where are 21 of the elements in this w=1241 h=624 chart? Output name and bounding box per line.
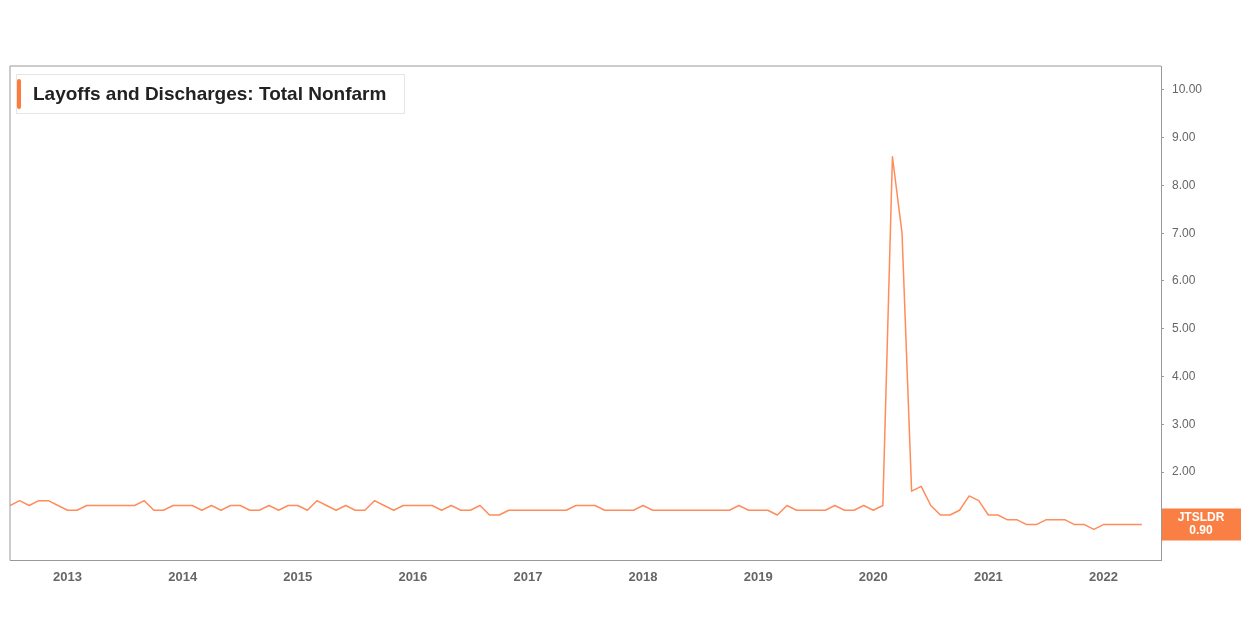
text: JTSLDR 0.90 — [1177, 510, 1225, 538]
text: Layoffs and Discharges: Total Nonfarm — [33, 83, 387, 105]
y-tick-label: 4.00 — [1172, 368, 1196, 383]
x-tick-label: 2016 — [398, 568, 428, 584]
y-tick-label: 7.00 — [1172, 225, 1196, 240]
y-tick-label: 3.00 — [1172, 416, 1196, 431]
x-tick-label: 2018 — [628, 568, 658, 584]
y-tick-label: 2.00 — [1172, 464, 1196, 479]
x-tick-label: 2015 — [283, 568, 313, 584]
x-tick-label: 2021 — [973, 568, 1003, 584]
y-tick-label: 6.00 — [1172, 273, 1196, 288]
x-tick-label: 2017 — [513, 568, 543, 584]
y-tick-label: 5.00 — [1172, 321, 1196, 336]
x-tick-label: 2020 — [858, 568, 888, 584]
x-tick-label: 2013 — [53, 568, 83, 584]
y-tick-label: 10.00 — [1172, 82, 1203, 97]
x-tick-label: 2014 — [168, 568, 198, 584]
y-tick-label: 8.00 — [1172, 177, 1196, 192]
x-tick-label: 2022 — [1088, 568, 1118, 584]
y-tick-label: 9.00 — [1172, 129, 1196, 144]
x-tick-label: 2019 — [743, 568, 773, 584]
